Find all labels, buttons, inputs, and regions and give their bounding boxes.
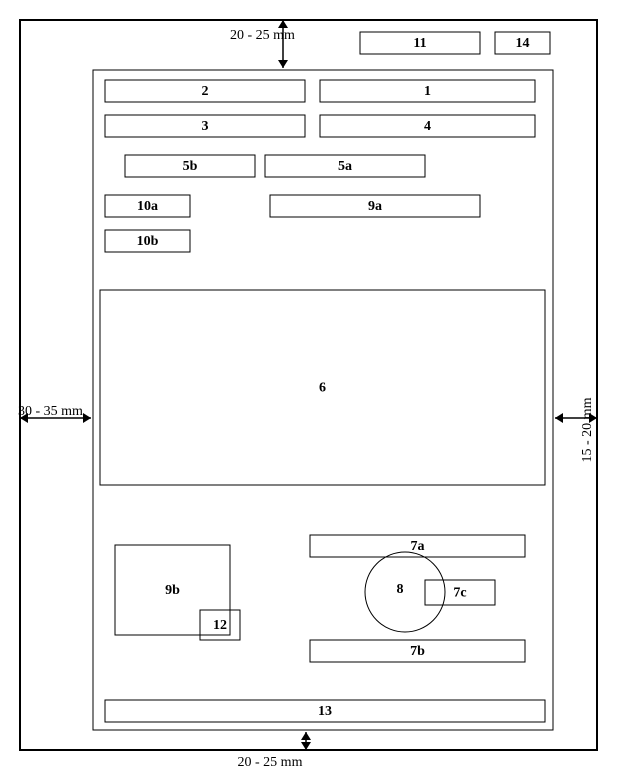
label-7c: 7c (453, 586, 466, 601)
label-3: 3 (202, 119, 209, 134)
label-7a: 7a (411, 539, 425, 554)
label-5a: 5a (338, 159, 352, 174)
margin-bottom-label: 20 - 25 mm (238, 755, 303, 770)
label-13: 13 (318, 704, 332, 719)
label-6: 6 (319, 381, 326, 396)
margin-top-label: 20 - 25 mm (230, 28, 295, 43)
label-7b: 7b (410, 644, 425, 659)
label-10a: 10a (137, 199, 158, 214)
label-5b: 5b (183, 159, 198, 174)
layout-diagram: 111421345b5a10a9a10b67a9b127c7b13820 - 2… (0, 0, 617, 770)
label-9a: 9a (368, 199, 382, 214)
label-8: 8 (397, 582, 404, 597)
label-11: 11 (413, 36, 426, 51)
label-12: 12 (213, 618, 227, 633)
label-1: 1 (424, 84, 431, 99)
label-2: 2 (202, 84, 209, 99)
inner-frame (93, 70, 553, 730)
label-14: 14 (516, 36, 530, 51)
label-10b: 10b (137, 234, 159, 249)
margin-right-label: 15 - 20 mm (580, 397, 595, 462)
label-4: 4 (424, 119, 431, 134)
circle-8 (365, 552, 445, 632)
label-9b: 9b (165, 583, 180, 598)
